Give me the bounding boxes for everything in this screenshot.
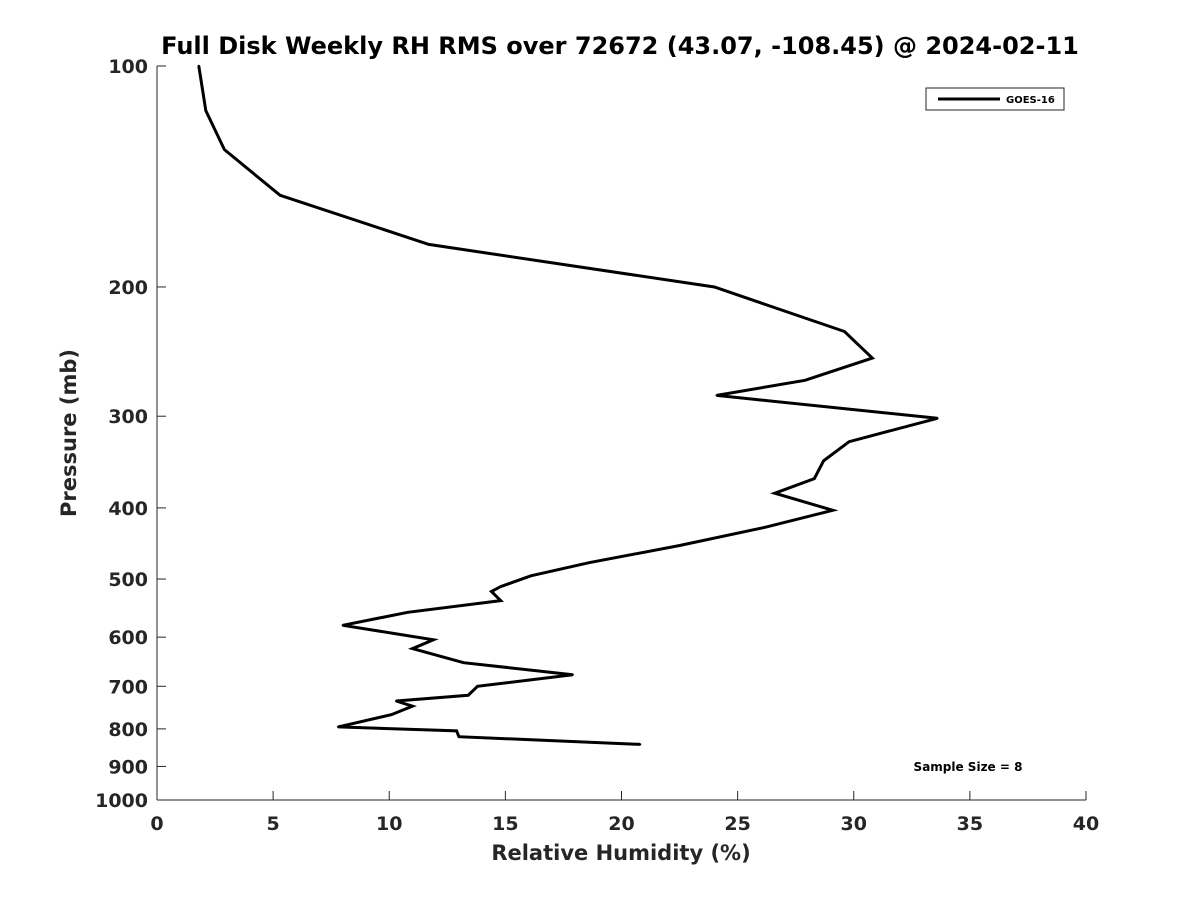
data-point	[847, 440, 851, 443]
y-tick-label: 100	[108, 56, 148, 78]
chart-title: Full Disk Weekly RH RMS over 72672 (43.0…	[161, 32, 1079, 60]
x-tick-label: 35	[957, 813, 983, 835]
data-point	[462, 661, 465, 664]
y-tick-label: 500	[108, 569, 148, 591]
x-tick-label: 15	[492, 813, 518, 835]
data-point	[936, 417, 939, 420]
series-line-goes16	[197, 65, 938, 746]
data-point	[529, 574, 533, 577]
y-tick-label: 1000	[95, 790, 148, 812]
data-point	[476, 685, 479, 688]
sample-size-annotation: Sample Size = 8	[914, 760, 1023, 774]
legend: GOES-16	[925, 87, 1065, 111]
x-tick-label: 20	[608, 813, 634, 835]
y-axis-label: Pressure (mb)	[57, 349, 81, 517]
data-point	[773, 492, 776, 495]
y-tick-label: 600	[108, 627, 148, 649]
data-point	[432, 638, 435, 641]
data-point	[715, 394, 718, 397]
y-tick-label: 700	[108, 676, 148, 698]
data-point	[813, 477, 816, 480]
data-point	[713, 285, 716, 289]
data-point	[455, 729, 458, 733]
data-point	[490, 590, 493, 593]
series-layer	[197, 64, 939, 746]
x-ticks: 0 5 10 15 20 25 30 35 40	[150, 791, 1099, 835]
y-tick-label: 800	[108, 719, 148, 741]
data-point	[571, 673, 574, 676]
data-point	[390, 713, 393, 716]
y-tick-label: 300	[108, 406, 148, 428]
data-point	[411, 647, 414, 650]
plot-area: 0 5 10 15 20 25 30 35 40 100 200 300 400 500 600 700 80…	[95, 56, 1099, 835]
data-point	[843, 330, 846, 333]
data-point	[411, 705, 414, 708]
data-point	[638, 743, 642, 746]
data-point	[499, 585, 502, 588]
data-point	[204, 109, 207, 112]
data-point	[395, 699, 398, 703]
legend-label-goes16: GOES-16	[1006, 95, 1055, 106]
data-point	[337, 725, 340, 729]
x-tick-label: 25	[724, 813, 750, 835]
x-tick-label: 40	[1073, 813, 1099, 835]
data-point	[341, 624, 344, 627]
data-point	[831, 509, 834, 512]
y-tick-label: 400	[108, 498, 148, 520]
data-point	[822, 459, 825, 462]
data-point	[587, 561, 591, 564]
data-point	[803, 379, 807, 382]
data-point	[467, 694, 470, 697]
x-tick-label: 10	[376, 813, 402, 835]
x-tick-label: 0	[150, 813, 163, 835]
data-point	[499, 599, 502, 602]
y-ticks: 100 200 300 400 500 600 700 800 900 1000	[95, 56, 166, 812]
data-point	[278, 194, 282, 197]
data-point	[678, 544, 681, 547]
data-point	[871, 356, 874, 360]
data-point	[427, 243, 430, 246]
x-axis-label: Relative Humidity (%)	[491, 841, 750, 865]
x-tick-label: 30	[841, 813, 867, 835]
x-tick-label: 5	[267, 813, 280, 835]
data-point	[223, 148, 226, 151]
data-point	[406, 611, 409, 614]
data-point	[764, 526, 767, 529]
data-point	[197, 64, 200, 68]
y-tick-label: 200	[108, 277, 148, 299]
y-tick-label: 900	[108, 756, 148, 778]
data-point	[457, 735, 461, 738]
